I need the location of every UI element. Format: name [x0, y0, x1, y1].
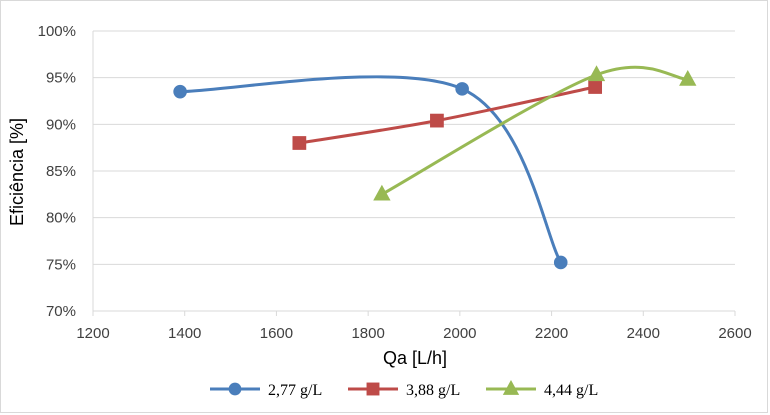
series-3 [373, 65, 697, 201]
x-tick-label: 2600 [718, 325, 751, 342]
x-tick-label: 1200 [76, 325, 109, 342]
data-point [455, 82, 469, 96]
y-tick-label: 70% [46, 303, 76, 320]
y-tick-label: 95% [46, 70, 76, 87]
series-group [173, 65, 697, 270]
series-line [380, 65, 690, 196]
data-point [587, 65, 606, 82]
data-point [373, 184, 391, 201]
legend-label: 4,44 g/L [544, 382, 598, 399]
y-tick-labels: 70% 75% 80% 85% 90% 95% 100% [38, 23, 76, 320]
series-1 [173, 75, 568, 270]
data-point [588, 80, 603, 94]
gridlines [92, 30, 736, 316]
x-tick-label: 1400 [168, 325, 201, 342]
series-2 [292, 80, 603, 150]
legend-marker [502, 379, 520, 395]
y-axis-title: Eficiência [%] [7, 118, 27, 226]
data-point [292, 136, 307, 150]
legend-marker [366, 382, 380, 396]
y-tick-label: 85% [46, 163, 76, 180]
series-line [178, 75, 563, 264]
data-point [173, 84, 187, 99]
x-tick-labels: 1200 1400 1600 1800 2000 2200 2400 2600 [76, 325, 751, 342]
y-tick-label: 75% [46, 256, 76, 273]
data-point [679, 69, 697, 86]
x-tick-label: 1600 [260, 325, 293, 342]
legend-label: 3,88 g/L [406, 382, 460, 399]
x-tick-label: 2200 [535, 325, 568, 342]
data-point [430, 113, 444, 128]
legend-marker [228, 382, 242, 396]
legend-item-2: 3,88 g/L [348, 382, 460, 399]
data-point [553, 255, 568, 270]
x-axis-title: Qa [L/h] [383, 348, 447, 368]
y-tick-label: 90% [46, 116, 76, 133]
legend: 2,77 g/L 3,88 g/L 4,44 g/L [210, 379, 598, 399]
legend-item-3: 4,44 g/L [486, 379, 598, 399]
y-tick-label: 80% [46, 210, 76, 227]
x-tick-label: 1800 [351, 325, 384, 342]
y-tick-label: 100% [38, 23, 76, 40]
legend-item-1: 2,77 g/L [210, 382, 322, 399]
x-tick-label: 2000 [443, 325, 476, 342]
x-tick-label: 2400 [627, 325, 660, 342]
legend-label: 2,77 g/L [268, 382, 322, 399]
